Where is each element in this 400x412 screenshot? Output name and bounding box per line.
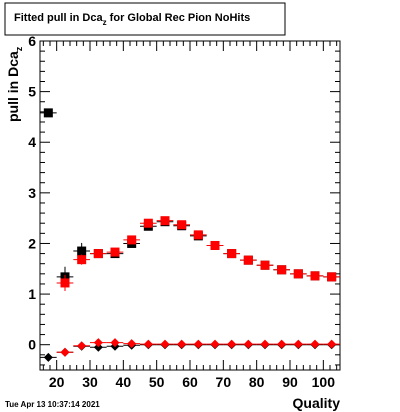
plot-frame	[39, 40, 341, 371]
data-point-square	[327, 272, 337, 282]
chart-title-main: Fitted pull in Dca	[14, 12, 103, 24]
x-tick-label: 50	[149, 374, 165, 390]
data-point-square	[193, 230, 203, 240]
series-1	[56, 216, 340, 292]
title-box	[4, 2, 286, 36]
chart-title-subscript: z	[103, 18, 107, 27]
data-point-square	[227, 249, 237, 259]
data-point-square	[43, 108, 53, 118]
data-point-diamond	[210, 339, 220, 349]
y-axis-title-subscript: z	[14, 46, 24, 51]
y-tick-label: 5	[28, 84, 36, 100]
timestamp: Tue Apr 13 10:37:14 2021	[5, 400, 100, 409]
data-point-diamond	[60, 347, 70, 357]
x-tick-label: 90	[282, 374, 298, 390]
data-point-square	[260, 260, 270, 270]
data-point-square	[293, 269, 303, 279]
data-point-diamond	[227, 339, 237, 349]
y-tick-label: 2	[28, 235, 36, 251]
x-tick-label: 30	[82, 374, 98, 390]
data-point-square	[77, 255, 87, 265]
data-point-square	[310, 271, 320, 281]
data-point-diamond	[43, 352, 53, 362]
data-point-square	[210, 240, 220, 250]
x-tick-label: 70	[216, 374, 232, 390]
data-point-square	[60, 278, 70, 288]
data-point-diamond	[177, 339, 187, 349]
data-point-square	[93, 249, 103, 259]
x-tick-label: 80	[249, 374, 265, 390]
data-point-diamond	[160, 339, 170, 349]
data-point-square	[177, 220, 187, 230]
data-point-diamond	[77, 341, 87, 351]
data-point-diamond	[143, 339, 153, 349]
x-tick-label: 100	[312, 374, 336, 390]
y-tick-label: 3	[28, 185, 36, 201]
data-point-square	[243, 255, 253, 265]
chart-title-rest: for Global Rec Pion NoHits	[107, 12, 251, 24]
data-point-diamond	[327, 339, 337, 349]
x-tick-label: 40	[116, 374, 132, 390]
data-point-diamond	[193, 339, 203, 349]
y-axis-title: pull in Dcaz	[5, 46, 24, 122]
y-axis-title-main: pull in Dca	[5, 51, 21, 122]
data-point-diamond	[260, 339, 270, 349]
data-point-diamond	[110, 338, 120, 348]
data-point-square	[160, 216, 170, 226]
data-point-diamond	[93, 338, 103, 348]
y-tick-label: 4	[28, 134, 36, 150]
data-point-diamond	[243, 339, 253, 349]
x-axis-title: Quality	[293, 395, 341, 411]
data-point-diamond	[93, 342, 103, 352]
y-tick-label: 0	[28, 337, 36, 353]
data-point-square	[110, 247, 120, 257]
axes: 20 30 40 50 60 70 80 90 100 0 1 2 3 4 5 6	[28, 33, 340, 390]
y-tick-label: 6	[28, 33, 36, 49]
series-3	[56, 338, 340, 357]
data-point-square	[277, 265, 287, 275]
data-point-diamond	[310, 339, 320, 349]
data-point-square	[127, 235, 137, 245]
chart-title: Fitted pull in Dcaz for Global Rec Pion …	[14, 12, 250, 27]
data-point-diamond	[293, 339, 303, 349]
x-tick-label: 20	[49, 374, 65, 390]
data-point-square	[77, 246, 87, 256]
data-point-diamond	[277, 339, 287, 349]
data-marks	[40, 108, 340, 362]
data-point-square	[143, 218, 153, 228]
y-tick-label: 1	[28, 286, 36, 302]
data-point-diamond	[127, 339, 137, 349]
x-tick-label: 60	[182, 374, 198, 390]
